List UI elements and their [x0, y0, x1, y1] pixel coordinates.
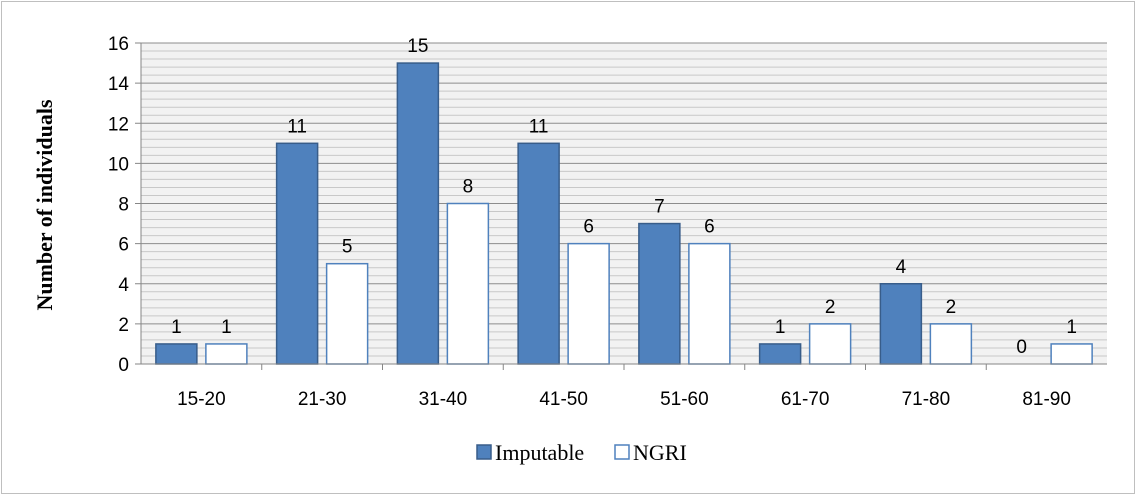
y-tick-label: 8	[118, 195, 129, 216]
x-tick-label: 71-80	[902, 389, 951, 410]
x-tick-label: 21-30	[298, 389, 347, 410]
legend-label: NGRI	[633, 440, 687, 465]
bar-ngri	[446, 202, 490, 365]
data-label: 4	[896, 257, 907, 278]
y-tick-label: 16	[108, 34, 129, 55]
bar-imputable	[396, 62, 440, 365]
y-tick-label: 4	[118, 275, 129, 296]
bar-ngri	[325, 262, 369, 365]
y-tick-label: 12	[108, 114, 129, 135]
data-label: 1	[1066, 317, 1077, 338]
bar-imputable	[879, 283, 923, 365]
bar-ngri	[929, 323, 973, 365]
x-tick-label: 61-70	[781, 389, 830, 410]
x-tick-label: 15-20	[177, 389, 226, 410]
data-label: 2	[825, 297, 836, 318]
bar-ngri	[808, 323, 852, 365]
data-label: 1	[171, 317, 182, 338]
bar-imputable	[275, 142, 319, 365]
data-label: 0	[1016, 337, 1027, 358]
data-label: 1	[221, 317, 232, 338]
y-tick-label: 14	[108, 74, 130, 95]
legend-swatch	[476, 444, 492, 460]
legend: Imputable NGRI	[476, 440, 687, 465]
data-label: 8	[463, 177, 474, 198]
data-label: 2	[946, 297, 957, 318]
data-label: 6	[583, 217, 594, 238]
bar-imputable	[638, 222, 681, 365]
bar-imputable	[155, 343, 198, 365]
legend-label: Imputable	[495, 440, 584, 465]
bar-ngri	[205, 343, 248, 365]
y-axis-title: Number of individuals	[32, 99, 57, 311]
data-label: 11	[529, 116, 549, 137]
y-tick-label: 6	[118, 235, 129, 256]
data-label: 6	[704, 217, 715, 238]
x-tick-label: 81-90	[1022, 389, 1071, 410]
bar-imputable	[758, 343, 802, 365]
data-label: 11	[287, 116, 307, 137]
data-label: 1	[775, 317, 786, 338]
y-tick-label: 2	[118, 315, 129, 336]
bar-ngri	[567, 242, 610, 365]
data-label: 15	[407, 36, 428, 57]
x-tick-label: 51-60	[660, 389, 709, 410]
data-label: 5	[342, 237, 353, 258]
x-tick-label: 31-40	[419, 389, 468, 410]
y-tick-label: 0	[118, 355, 129, 376]
y-tick-label: 10	[108, 154, 129, 175]
bar-ngri	[1050, 343, 1093, 365]
x-tick-label: 41-50	[539, 389, 588, 410]
data-label: 7	[654, 197, 665, 218]
legend-swatch	[614, 444, 630, 460]
bars	[155, 62, 1093, 365]
bar-imputable	[517, 142, 560, 365]
bar-ngri	[688, 242, 731, 365]
